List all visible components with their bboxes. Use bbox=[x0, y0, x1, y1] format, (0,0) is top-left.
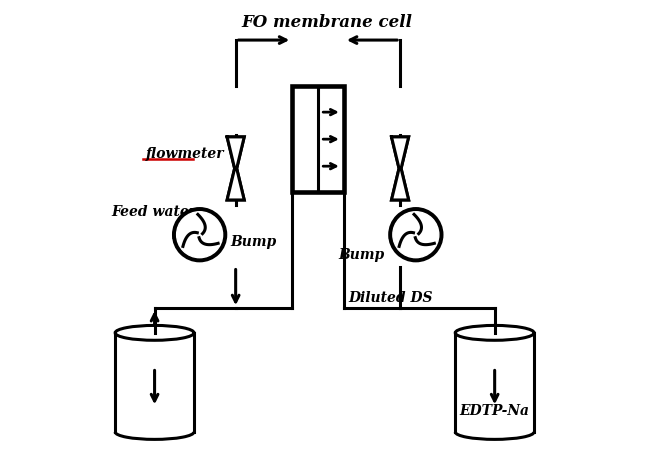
Text: EDTP-Na: EDTP-Na bbox=[460, 403, 529, 417]
Polygon shape bbox=[227, 137, 244, 201]
Circle shape bbox=[393, 212, 439, 258]
Circle shape bbox=[173, 209, 226, 261]
Text: Bump: Bump bbox=[230, 234, 276, 248]
Bar bbox=[292, 87, 344, 192]
Text: Diluted DS: Diluted DS bbox=[348, 290, 433, 304]
Circle shape bbox=[390, 209, 442, 261]
Text: Bump: Bump bbox=[338, 248, 384, 262]
Text: Feed water: Feed water bbox=[112, 205, 197, 219]
Polygon shape bbox=[392, 137, 409, 201]
Polygon shape bbox=[173, 239, 226, 260]
Circle shape bbox=[176, 212, 222, 258]
Text: flowmeter: flowmeter bbox=[146, 147, 224, 160]
Polygon shape bbox=[390, 239, 442, 260]
Text: FO membrane cell: FO membrane cell bbox=[241, 14, 413, 31]
